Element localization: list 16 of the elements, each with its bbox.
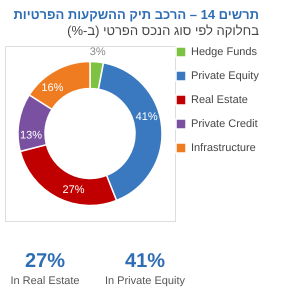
text: In Real Estate (10, 275, 80, 287)
chart-title: תרשים 14 – הרכב תיק ההשקעות הפרטיות (13, 6, 259, 22)
text: 41% (124, 250, 166, 272)
data-label: 16% (41, 82, 64, 94)
legend-label: Infrastructure (191, 142, 256, 154)
chart-subtitle: בחלוקה לפי סוג הנכס הפרטי (ב-%) (67, 22, 260, 38)
text: In Private Equity (104, 275, 186, 287)
legend-label: Real Estate (191, 94, 248, 106)
data-label: 41% (136, 111, 158, 124)
legend-label: Private Equity (191, 70, 260, 82)
text: 27% (24, 250, 66, 272)
data-label: 3% (90, 46, 106, 58)
legend-label: Private Credit (191, 118, 258, 130)
data-label: 13% (20, 129, 42, 142)
data-label: 27% (62, 184, 85, 196)
legend-label: Hedge Funds (191, 46, 258, 58)
